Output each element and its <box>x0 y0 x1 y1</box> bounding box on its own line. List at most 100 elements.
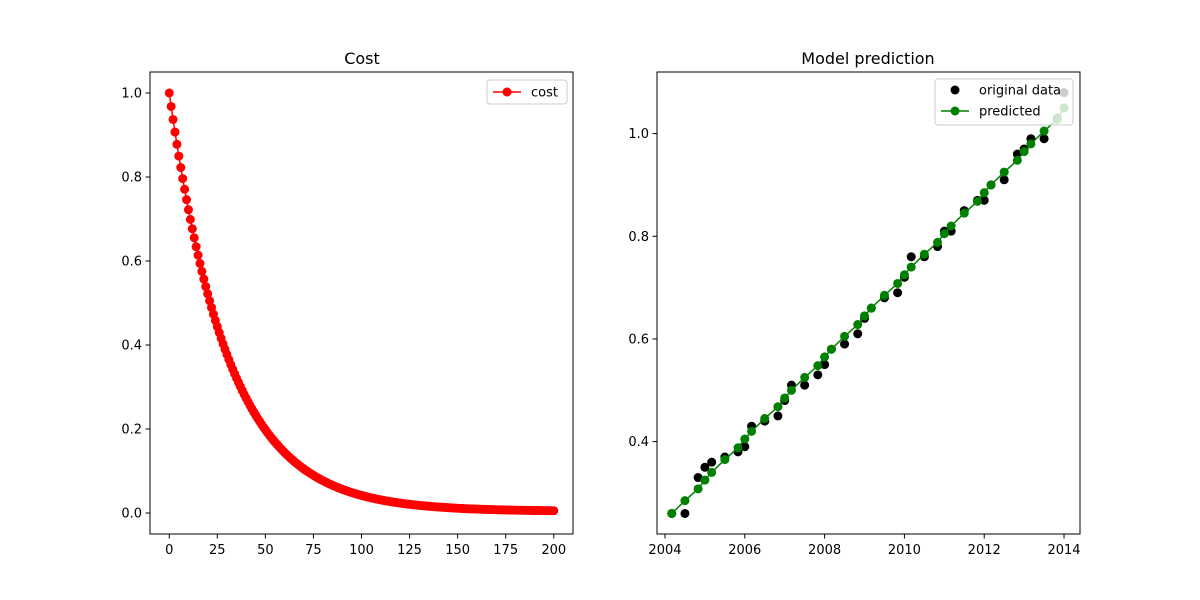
predicted-point <box>680 496 690 506</box>
predicted-point <box>813 361 823 371</box>
cost-legend-label: cost <box>531 86 558 101</box>
cost-point <box>193 250 203 260</box>
prediction-chart-title: Model prediction <box>801 49 934 68</box>
prediction-axes-frame <box>656 71 1081 535</box>
cost-chart: Cost 0 25 50 75 100 125 150 175 200 0.0 0.2 0.4 0.6… <box>121 49 574 558</box>
predicted-point <box>959 208 969 218</box>
cost-axes-frame <box>149 71 574 535</box>
predicted-point <box>707 467 717 477</box>
original-data-point <box>893 288 903 298</box>
original-data-point <box>853 329 863 339</box>
prediction-legend-box <box>934 78 1074 126</box>
cost-point <box>172 139 182 149</box>
original-data-point <box>700 462 710 472</box>
predicted-point <box>773 402 783 412</box>
predicted-point <box>800 372 810 382</box>
cost-point <box>197 266 207 276</box>
prediction-legend-original-label: original data <box>979 84 1061 99</box>
predicted-point <box>860 311 870 321</box>
cost-point <box>549 506 559 516</box>
cost-y-tick-label: 1.0 <box>121 87 142 102</box>
cost-point <box>166 101 176 111</box>
predicted-point <box>1039 126 1049 136</box>
predicted-point <box>919 249 929 259</box>
original-data-point <box>707 457 717 467</box>
prediction-y-tick-label: 1.0 <box>628 127 649 142</box>
predicted-point <box>747 426 757 436</box>
cost-x-tick-label: 200 <box>541 543 566 558</box>
predicted-point <box>786 385 796 395</box>
cost-point <box>178 174 188 184</box>
predicted-point <box>820 352 830 362</box>
prediction-chart: Model prediction 2004 2006 2008 2010 2012 201… <box>628 49 1080 558</box>
predicted-point <box>906 262 916 272</box>
cost-point <box>183 205 193 215</box>
original-data-point <box>680 508 690 518</box>
cost-point <box>168 114 178 124</box>
predicted-point <box>720 455 730 465</box>
cost-legend-box <box>486 79 568 105</box>
cost-point <box>187 224 197 234</box>
cost-chart-title: Cost <box>344 49 380 68</box>
prediction-x-tick-label: 2004 <box>648 543 681 558</box>
cost-point <box>164 88 174 98</box>
predicted-point <box>999 167 1009 177</box>
predicted-point <box>933 237 943 247</box>
prediction-x-tick-label: 2006 <box>728 543 761 558</box>
original-data-point <box>813 370 823 380</box>
predicted-point <box>899 270 909 280</box>
predicted-point <box>853 320 863 330</box>
predicted-point <box>1026 139 1036 149</box>
cost-x-tick-label: 75 <box>305 543 322 558</box>
cost-y-tick-label: 0.8 <box>121 171 142 186</box>
predicted-point <box>972 196 982 206</box>
cost-x-tick-label: 150 <box>445 543 470 558</box>
cost-point <box>199 274 209 284</box>
prediction-y-tick-label: 0.4 <box>628 435 649 450</box>
predicted-point <box>667 508 677 518</box>
original-data-point <box>740 442 750 452</box>
original-data-point <box>693 473 703 483</box>
prediction-x-axis: 2004 2006 2008 2010 2012 2014 <box>648 534 1081 558</box>
predicted-point <box>733 443 743 453</box>
prediction-legend-predicted-marker <box>950 106 960 116</box>
cost-point <box>185 214 195 224</box>
cost-point <box>170 127 180 137</box>
prediction-x-tick-label: 2014 <box>1047 543 1080 558</box>
predicted-point <box>693 484 703 494</box>
original-data-point <box>820 360 830 370</box>
cost-y-tick-label: 0.0 <box>121 507 142 522</box>
cost-marks <box>164 88 559 516</box>
predicted-point <box>986 180 996 190</box>
cost-point <box>182 195 192 205</box>
prediction-x-tick-label: 2010 <box>888 543 921 558</box>
cost-x-tick-label: 100 <box>349 543 374 558</box>
predicted-point <box>946 221 956 231</box>
cost-y-tick-label: 0.2 <box>121 423 142 438</box>
cost-legend-marker <box>502 87 512 97</box>
cost-x-tick-label: 25 <box>209 543 226 558</box>
cost-point <box>201 282 211 292</box>
prediction-x-tick-label: 2012 <box>968 543 1001 558</box>
cost-x-axis: 0 25 50 75 100 125 150 175 200 <box>165 534 566 558</box>
original-data-point <box>800 380 810 390</box>
predicted-line <box>671 107 1065 515</box>
predicted-point <box>866 303 876 313</box>
predicted-point <box>760 414 770 423</box>
predicted-point <box>780 393 790 403</box>
prediction-legend: original data predicted <box>934 78 1074 126</box>
predicted-point <box>740 434 750 444</box>
cost-x-tick-label: 175 <box>493 543 518 558</box>
cost-legend: cost <box>486 79 568 105</box>
predicted-point <box>1012 155 1022 165</box>
original-data-point <box>1039 134 1049 144</box>
cost-point <box>174 151 184 161</box>
original-data-point <box>979 195 989 205</box>
cost-y-tick-label: 0.4 <box>121 339 142 354</box>
original-data-point <box>906 252 916 262</box>
cost-x-tick-label: 0 <box>165 543 173 558</box>
cost-point <box>205 296 215 306</box>
predicted-point <box>700 475 710 485</box>
prediction-y-axis: 0.4 0.6 0.8 1.0 <box>628 127 657 450</box>
